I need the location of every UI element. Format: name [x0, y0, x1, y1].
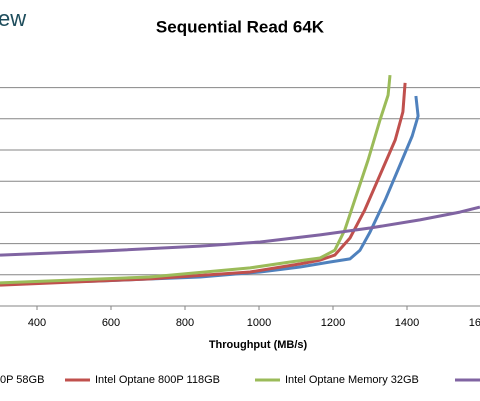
chart-title: Sequential Read 64K	[156, 17, 325, 36]
x-tick-label: 1600	[469, 317, 480, 329]
brand: ew	[0, 6, 26, 31]
x-tick-label: 1400	[395, 317, 419, 329]
series-line	[0, 205, 480, 257]
x-tick-label: 1000	[247, 317, 271, 329]
series-line	[0, 74, 392, 285]
legend-label: Intel Optane Memory 32GB	[285, 374, 419, 386]
legend-label: Intel Optane 800P 118GB	[95, 374, 220, 386]
x-tick-label: 800	[176, 317, 194, 329]
x-axis-label: Throughput (MB/s)	[209, 339, 308, 351]
series-line	[0, 82, 407, 287]
series-line	[0, 95, 420, 286]
x-tick-label: 1200	[321, 317, 345, 329]
x-tick-label: 600	[102, 317, 120, 329]
x-tick-label: 400	[28, 317, 46, 329]
legend-label: 0P 58GB	[0, 374, 44, 386]
